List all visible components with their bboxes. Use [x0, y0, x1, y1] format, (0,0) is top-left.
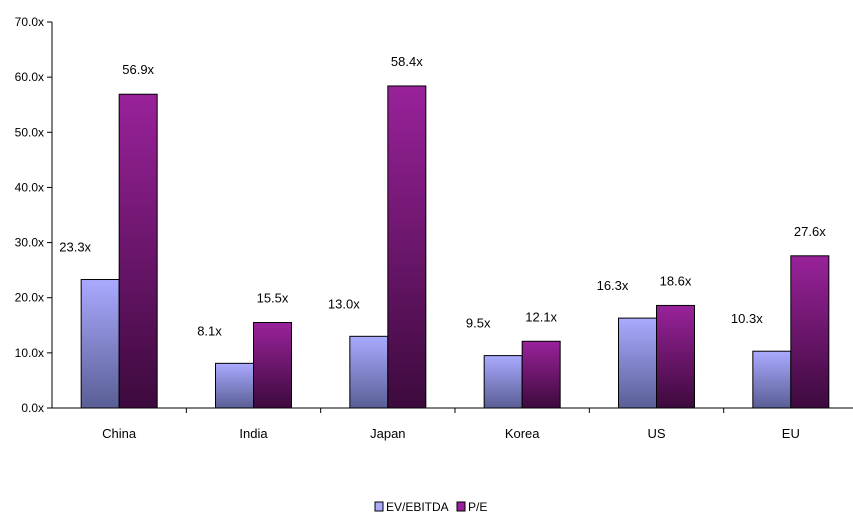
data-label-ev-ebitda: 23.3x: [59, 240, 91, 255]
legend-swatch-pe: [456, 501, 466, 512]
bar-pe: [656, 304, 695, 409]
data-label-pe: 56.9x: [122, 62, 154, 77]
data-label-ev-ebitda: 8.1x: [197, 323, 222, 338]
axes: 0.0x 10.0x 20.0x 30.0x 40.0x 50.0x 60.0x 70.0x C…: [15, 15, 853, 441]
y-tick-label: 0.0x: [21, 401, 44, 415]
data-label-pe: 12.1x: [525, 309, 557, 324]
bar-pe: [118, 93, 158, 409]
y-tick-label: 70.0x: [15, 15, 44, 29]
data-label-ev-ebitda: 10.3x: [731, 311, 763, 326]
category-label: Japan: [370, 426, 405, 441]
category-label: Korea: [505, 426, 540, 441]
bar-ev-ebitda: [618, 317, 657, 409]
category-label: China: [102, 426, 137, 441]
bar-ev-ebitda: [483, 355, 523, 409]
data-label-pe: 58.4x: [391, 54, 423, 69]
data-label-pe: 15.5x: [257, 291, 289, 306]
data-label-ev-ebitda: 13.0x: [328, 296, 360, 311]
bar-pe: [387, 85, 427, 409]
category-label: EU: [782, 426, 800, 441]
bar-ev-ebitda: [349, 335, 389, 409]
data-labels: 23.3x 56.9x 8.1x 15.5x 13.0x 58.4x 9.5x 12.1x 16…: [59, 54, 826, 338]
category-label: US: [647, 426, 665, 441]
bars: [80, 85, 830, 409]
data-label-ev-ebitda: 16.3x: [597, 278, 629, 293]
legend-label-ev-ebitda: EV/EBITDA: [386, 500, 449, 514]
y-tick-label: 30.0x: [15, 236, 44, 250]
bar-ev-ebitda: [80, 279, 120, 409]
legend: EV/EBITDA P/E: [374, 500, 487, 514]
bar-ev-ebitda: [215, 362, 254, 409]
data-label-pe: 27.6x: [794, 224, 826, 239]
y-tick-label: 60.0x: [15, 70, 44, 84]
legend-swatch-ev-ebitda: [374, 501, 384, 512]
legend-label-pe: P/E: [468, 500, 487, 514]
y-tick-label: 20.0x: [15, 291, 44, 305]
data-label-pe: 18.6x: [660, 273, 692, 288]
bar-pe: [790, 255, 830, 409]
y-tick-label: 10.0x: [15, 346, 44, 360]
y-tick-label: 50.0x: [15, 125, 44, 139]
bar-pe: [253, 322, 292, 409]
data-label-ev-ebitda: 9.5x: [466, 316, 491, 331]
category-label: India: [239, 426, 268, 441]
bar-pe: [521, 340, 561, 409]
y-tick-label: 40.0x: [15, 180, 44, 194]
bar-ev-ebitda: [752, 350, 792, 409]
